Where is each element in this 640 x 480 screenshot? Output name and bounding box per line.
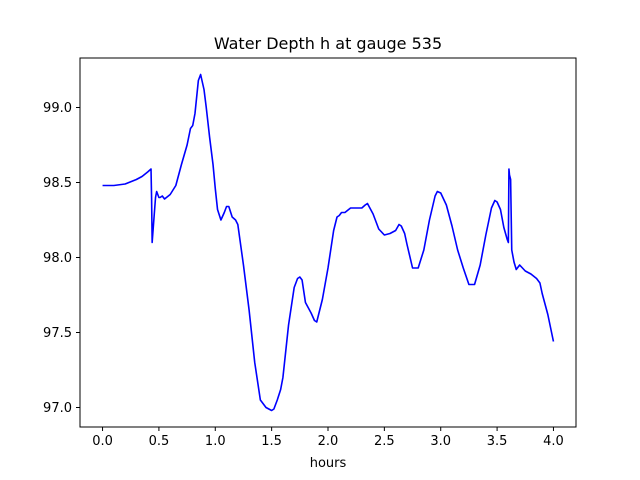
x-tick-label: 1.0 [205,434,226,449]
series-line-0 [102,73,555,412]
x-tick-label: 1.5 [261,434,282,449]
y-tick-label: 97.0 [43,401,72,416]
x-axis-label: hours [310,456,347,471]
x-axis-ticks: 0.0 0.5 1.0 1.5 2.0 2.5 3.0 3.5 4.0 [92,427,564,449]
y-axis-ticks: 97.0 97.5 98.0 98.5 99.0 [43,101,80,416]
y-tick-label: 97.5 [43,326,72,341]
axes-frame [79,57,577,428]
chart-title: Water Depth h at gauge 535 [214,34,442,53]
y-tick-label: 98.5 [43,176,72,191]
x-tick-label: 2.5 [374,434,395,449]
plot-area [102,73,555,412]
x-tick-label: 3.0 [430,434,451,449]
x-tick-label: 4.0 [543,434,564,449]
x-tick-label: 3.5 [487,434,508,449]
x-tick-label: 2.0 [318,434,339,449]
y-tick-label: 98.0 [43,251,72,266]
y-tick-label: 99.0 [43,101,72,116]
x-tick-label: 0.0 [92,434,113,449]
x-tick-label: 0.5 [149,434,170,449]
